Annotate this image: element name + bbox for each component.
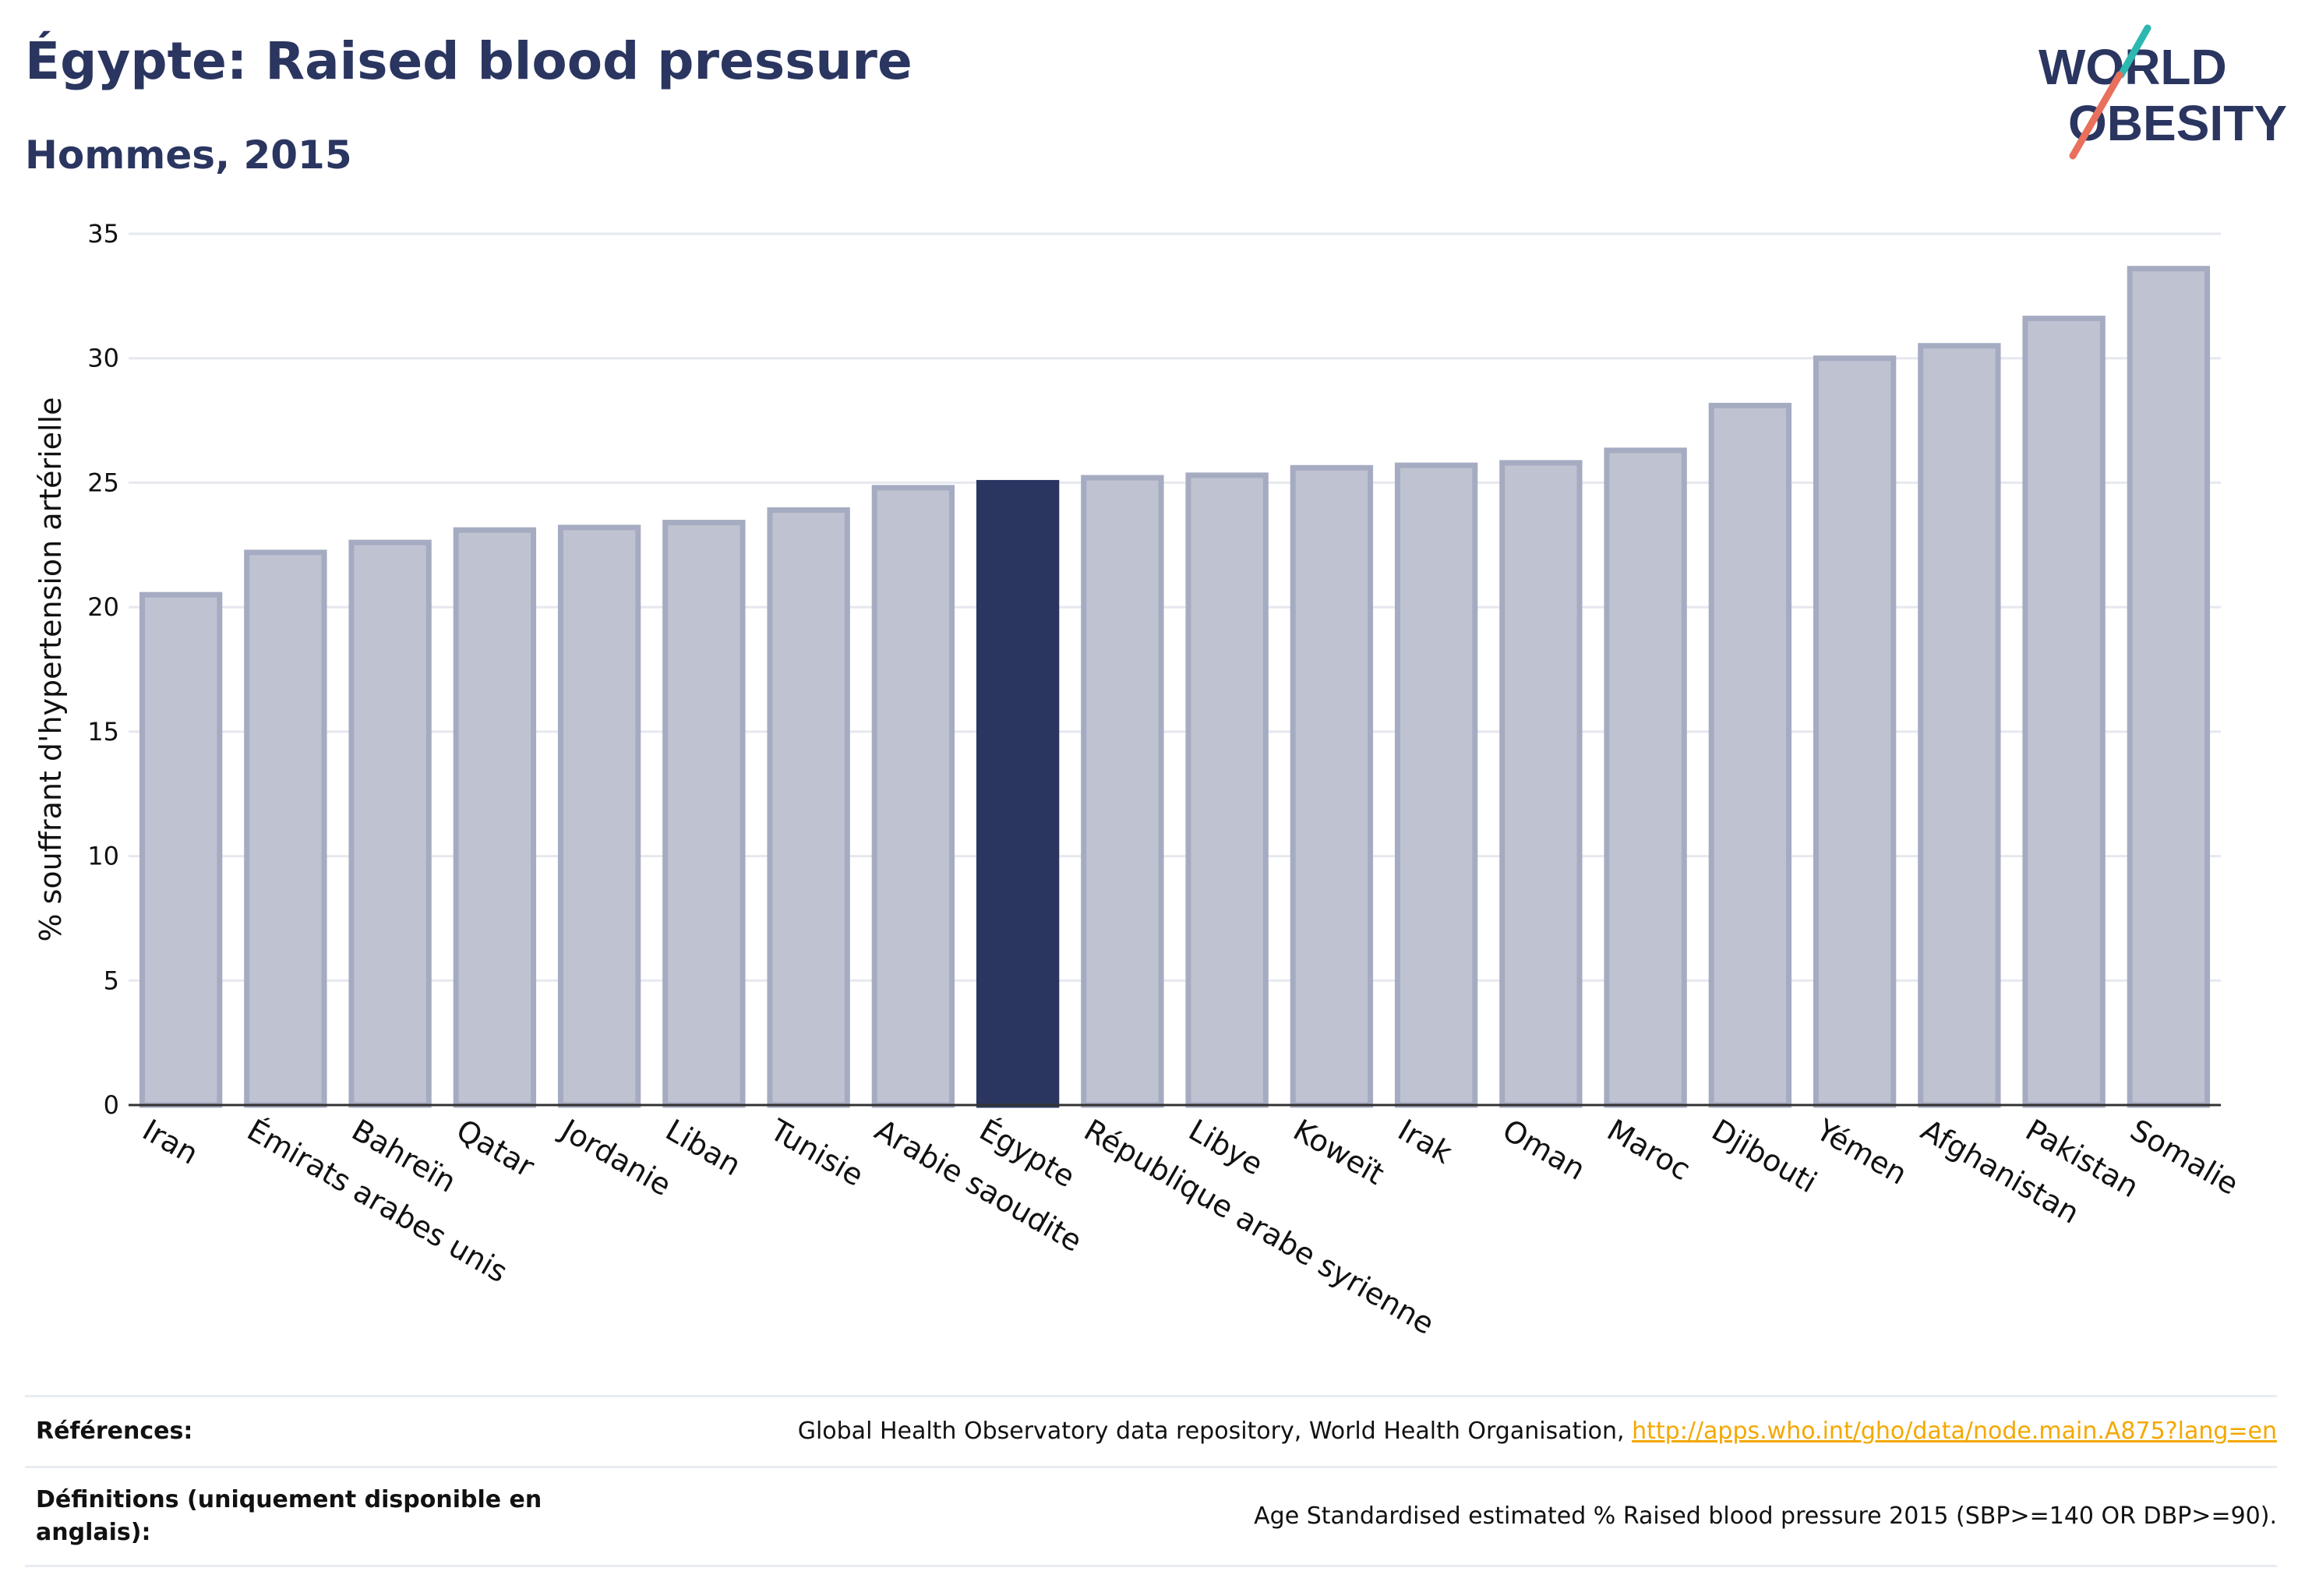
x-tick-label: Tunisie: [764, 1112, 869, 1193]
y-tick-label: 20: [87, 592, 119, 622]
bar: [1081, 475, 1164, 1108]
logo-slash-coral: [2069, 71, 2123, 160]
x-tick-label: Irak: [1393, 1113, 1458, 1171]
x-tick-label: Maroc: [1601, 1113, 1696, 1188]
bar: [557, 524, 641, 1108]
bar: [2127, 266, 2211, 1108]
x-tick-label: Djibouti: [1706, 1113, 1823, 1200]
bar: [871, 485, 955, 1108]
y-axis-label: % souffrant d'hypertension artérielle: [34, 397, 68, 941]
bar: [244, 549, 327, 1108]
world-obesity-logo: WORLD OBESITY: [2038, 24, 2287, 160]
x-tick-label: Koweït: [1287, 1113, 1389, 1192]
x-tick-label: Qatar: [450, 1113, 540, 1185]
bar: [1394, 462, 1478, 1108]
bar: [1185, 472, 1269, 1108]
references-link[interactable]: http://apps.who.int/gho/data/node.main.A…: [1632, 1418, 2277, 1445]
page-subtitle: Hommes, 2015: [25, 132, 352, 178]
y-tick-label: 35: [87, 219, 119, 249]
x-tick-label: Jordanie: [554, 1112, 677, 1203]
page-title: Égypte: Raised blood pressure: [25, 31, 912, 91]
y-tick-label: 30: [87, 344, 119, 373]
bar-chart: 0 5 10 15 20 25 30 35 % souffrant d'hypertension…: [34, 219, 2244, 1341]
references-label: Références:: [36, 1418, 193, 1445]
bar: [1499, 460, 1583, 1108]
definitions-label: Définitions (uniquement disponible en an…: [36, 1486, 542, 1546]
bar: [976, 479, 1060, 1108]
bar: [348, 539, 432, 1108]
x-tick-label: Oman: [1497, 1113, 1591, 1187]
bar: [1918, 343, 2001, 1108]
bar: [1290, 464, 1374, 1108]
x-tick-label: Somalie: [2124, 1113, 2244, 1202]
definitions-value: Age Standardised estimated % Raised bloo…: [1254, 1502, 2277, 1530]
logo-slash-teal: [2117, 24, 2151, 79]
references-text: Global Health Observatory data repositor…: [797, 1418, 1625, 1445]
y-tick-label: 25: [87, 468, 119, 497]
bar: [453, 527, 537, 1108]
bar: [662, 520, 746, 1108]
bar: [2022, 316, 2106, 1108]
references-value: Global Health Observatory data repositor…: [798, 1415, 2277, 1448]
bar: [1813, 355, 1897, 1108]
bar: [1604, 447, 1687, 1108]
bar: [1708, 402, 1792, 1108]
y-tick-label: 15: [87, 717, 119, 747]
x-tick-label: Iran: [137, 1113, 204, 1171]
y-tick-label: 10: [87, 842, 119, 871]
y-tick-label: 5: [104, 966, 119, 995]
definitions-row: Définitions (uniquement disponible en an…: [25, 1466, 2277, 1567]
bar: [767, 507, 850, 1108]
bar: [139, 591, 223, 1108]
references-table: Références: Global Health Observatory da…: [25, 1395, 2277, 1567]
y-tick-label: 0: [104, 1090, 119, 1120]
references-row: Références: Global Health Observatory da…: [25, 1395, 2277, 1466]
x-tick-label: Yémen: [1810, 1112, 1913, 1192]
